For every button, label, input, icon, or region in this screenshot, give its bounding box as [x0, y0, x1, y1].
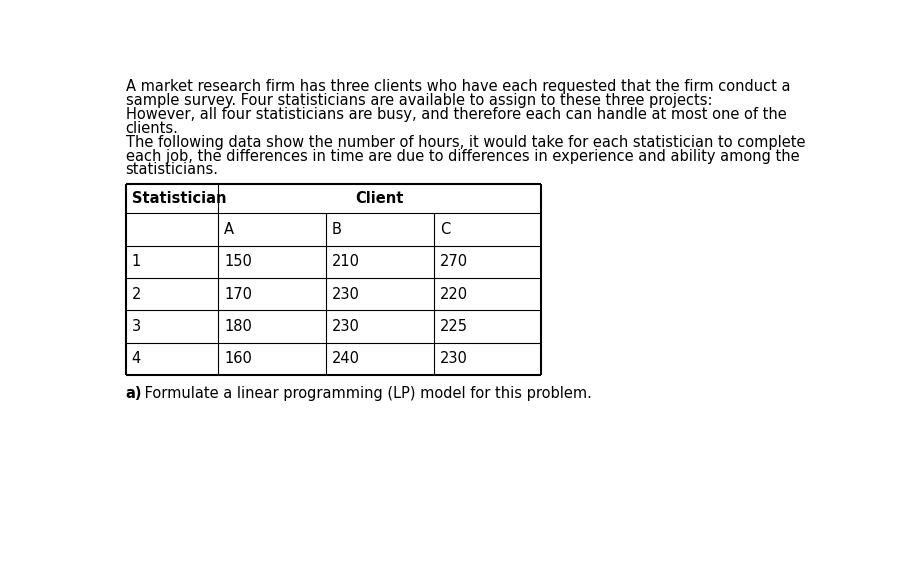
Text: 3: 3 [131, 319, 141, 334]
Text: 230: 230 [332, 319, 360, 334]
Text: Client: Client [355, 191, 404, 206]
Text: Formulate a linear programming (LP) model for this problem.: Formulate a linear programming (LP) mode… [140, 386, 592, 401]
Text: 170: 170 [225, 286, 252, 301]
Text: each job, the differences in time are due to differences in experience and abili: each job, the differences in time are du… [126, 149, 799, 163]
Text: 1: 1 [131, 254, 141, 269]
Text: 2: 2 [131, 286, 142, 301]
Text: sample survey. Four statisticians are available to assign to these three project: sample survey. Four statisticians are av… [126, 93, 712, 108]
Text: 150: 150 [225, 254, 252, 269]
Text: A market research firm has three clients who have each requested that the firm c: A market research firm has three clients… [126, 79, 790, 94]
Text: 4: 4 [131, 351, 141, 366]
Text: However, all four statisticians are busy, and therefore each can handle at most : However, all four statisticians are busy… [126, 107, 786, 122]
Text: 180: 180 [225, 319, 252, 334]
Text: 240: 240 [332, 351, 360, 366]
Text: statisticians.: statisticians. [126, 162, 218, 177]
Text: Statistician: Statistician [131, 191, 226, 206]
Text: 230: 230 [440, 351, 467, 366]
Text: C: C [440, 222, 450, 237]
Text: 225: 225 [440, 319, 467, 334]
Text: A: A [225, 222, 235, 237]
Text: clients.: clients. [126, 121, 179, 136]
Text: 160: 160 [225, 351, 252, 366]
Text: 210: 210 [332, 254, 360, 269]
Text: 220: 220 [440, 286, 468, 301]
Text: B: B [332, 222, 341, 237]
Text: The following data show the number of hours, it would take for each statistician: The following data show the number of ho… [126, 135, 805, 150]
Text: 230: 230 [332, 286, 360, 301]
Text: 270: 270 [440, 254, 468, 269]
Text: a): a) [126, 386, 142, 401]
